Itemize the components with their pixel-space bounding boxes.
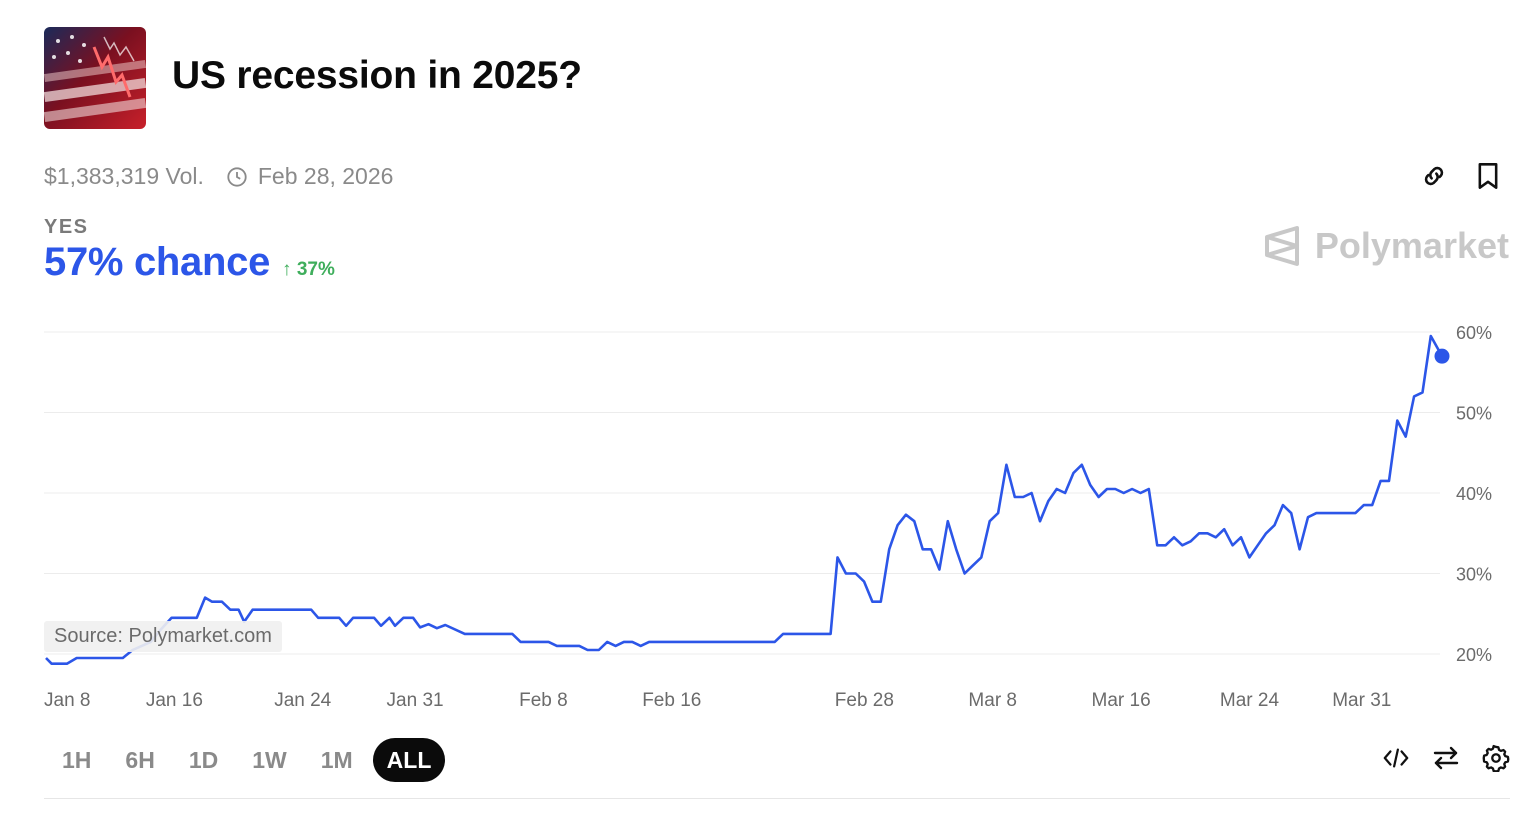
end-date-text: Feb 28, 2026 [257, 163, 394, 189]
chance-row: 57% chance ↑ 37% [44, 240, 335, 285]
market-thumbnail [44, 27, 146, 129]
series-line [45, 334, 1444, 666]
y-tick-label: 50% [1456, 404, 1492, 424]
bottom-divider [44, 798, 1510, 799]
range-button-6h[interactable]: 6H [125, 746, 155, 773]
bookmark-icon[interactable] [1474, 162, 1502, 190]
range-button-all[interactable]: ALL [372, 738, 446, 782]
polymarket-logo-icon [1264, 226, 1299, 266]
gear-icon[interactable] [1482, 744, 1510, 772]
y-tick-label: 20% [1456, 645, 1492, 665]
top-actions [1420, 162, 1502, 190]
x-tick-label: Feb 28 [835, 690, 894, 710]
swap-arrows-icon[interactable] [1432, 744, 1460, 772]
range-button-1d[interactable]: 1D [188, 746, 219, 773]
range-button-1w[interactable]: 1W [252, 746, 287, 773]
chance-change: ↑ 37% [282, 259, 335, 281]
x-tick-label: Mar 8 [968, 690, 1017, 710]
arrow-up-icon: ↑ [282, 259, 292, 280]
link-icon[interactable] [1420, 162, 1448, 190]
market-meta: $1,383,319 Vol. Feb 28, 2026 [44, 163, 393, 190]
outcome-label: YES [44, 216, 89, 238]
x-tick-label: Feb 8 [519, 690, 568, 710]
y-tick-label: 30% [1456, 565, 1492, 585]
market-title: US recession in 2025? [172, 54, 582, 97]
brand-watermark: Polymarket [1263, 224, 1509, 268]
y-tick-label: 60% [1456, 323, 1492, 343]
time-range-selector: 1H 6H 1D 1W 1M ALL [48, 738, 446, 782]
chance-value: 57% chance [44, 240, 271, 284]
x-tick-label: Jan 31 [387, 690, 444, 710]
x-tick-label: Jan 8 [44, 690, 90, 710]
current-value-dot [1434, 348, 1450, 364]
x-tick-label: Jan 16 [146, 690, 203, 710]
clock-icon [226, 166, 248, 188]
volume-text: $1,383,319 Vol. [44, 163, 204, 189]
y-tick-label: 40% [1456, 484, 1492, 504]
range-button-1h[interactable]: 1H [62, 746, 92, 773]
source-label: Source: Polymarket.com [44, 621, 282, 652]
code-icon[interactable] [1382, 744, 1410, 772]
chance-change-value: 37% [296, 259, 335, 280]
x-tick-label: Mar 24 [1220, 690, 1280, 710]
brand-name: Polymarket [1314, 225, 1509, 266]
x-tick-label: Mar 31 [1332, 690, 1391, 710]
range-button-1m[interactable]: 1M [320, 746, 353, 773]
us-flag-chart-image [44, 27, 146, 129]
x-tick-label: Jan 24 [274, 690, 331, 710]
x-tick-label: Feb 16 [642, 690, 701, 710]
chart-actions [1382, 744, 1510, 772]
price-chart: 20% 30% 40% 50% 60% Jan 8 Jan 16 Jan 24 Jan 31 Fe… [44, 323, 1492, 710]
x-tick-label: Mar 16 [1092, 690, 1151, 710]
